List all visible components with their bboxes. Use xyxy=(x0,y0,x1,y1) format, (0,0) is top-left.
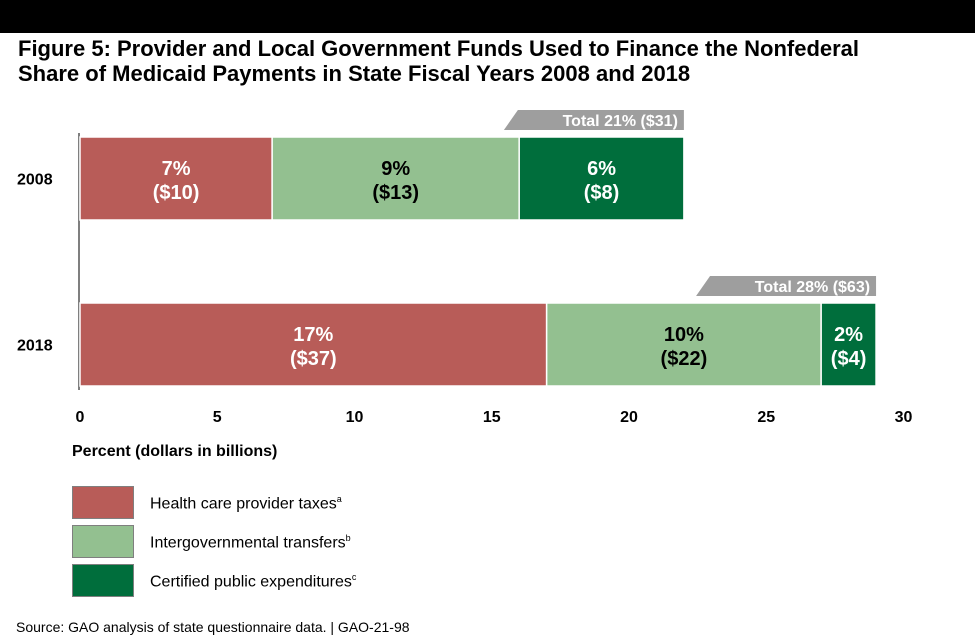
figure-title: Figure 5: Provider and Local Government … xyxy=(18,36,958,86)
legend-label-provider-taxes: Health care provider taxesa xyxy=(150,494,342,513)
data-label-pct-2018-s1: 10% xyxy=(664,324,704,346)
bar-segment-2008-s2 xyxy=(518,136,685,221)
bar-segment-2018-s1 xyxy=(545,302,822,387)
top-black-band xyxy=(0,0,975,33)
x-tick-label-0: 0 xyxy=(76,409,85,426)
data-label-pct-2008-s0: 7% xyxy=(162,158,191,180)
data-label-pct-2008-s1: 9% xyxy=(381,158,410,180)
data-label-dollars-2018-s2: ($4) xyxy=(831,348,867,370)
x-tick-label-10: 10 xyxy=(346,409,364,426)
x-axis-title: Percent (dollars in billions) xyxy=(72,443,277,460)
data-label-dollars-2008-s2: ($8) xyxy=(584,182,620,204)
bar-segment-2008-s0 xyxy=(79,136,273,221)
legend-label-certified-public-expenditures: Certified public expendituresc xyxy=(150,572,357,591)
bar-segment-2018-s2 xyxy=(820,302,877,387)
total-tag-2018 xyxy=(696,276,877,296)
data-label-dollars-2018-s1: ($22) xyxy=(661,348,708,370)
x-tick-label-5: 5 xyxy=(213,409,222,426)
total-label-2008: Total 21% ($31) xyxy=(563,113,678,130)
y-tick-label-2008: 2008 xyxy=(17,172,53,189)
data-label-dollars-2008-s0: ($10) xyxy=(153,182,200,204)
source-note: Source: GAO analysis of state questionna… xyxy=(16,619,410,635)
legend-swatch-provider-taxes xyxy=(72,486,134,519)
x-tick-label-25: 25 xyxy=(757,409,775,426)
bar-segment-2008-s1 xyxy=(271,136,520,221)
data-label-dollars-2018-s0: ($37) xyxy=(290,348,337,370)
total-label-2018: Total 28% ($63) xyxy=(755,279,870,296)
data-label-dollars-2008-s1: ($13) xyxy=(372,182,419,204)
figure-title-line-2: Share of Medicaid Payments in State Fisc… xyxy=(18,61,691,86)
bar-segment-2018-s0 xyxy=(79,302,548,387)
x-tick-label-20: 20 xyxy=(620,409,638,426)
total-tag-2008 xyxy=(503,110,684,130)
x-tick-label-15: 15 xyxy=(483,409,501,426)
stacked-bar-chart: 2008 7%($10) 9%($13) 6%($8) Total 21% ($31) 2… xyxy=(17,110,913,460)
legend-label-intergovernmental-transfers: Intergovernmental transfersb xyxy=(150,533,351,552)
x-tick-label-30: 30 xyxy=(895,409,913,426)
legend-swatch-certified-public-expenditures xyxy=(72,564,134,597)
data-label-pct-2018-s0: 17% xyxy=(293,324,333,346)
data-label-pct-2008-s2: 6% xyxy=(587,158,616,180)
figure-title-line-1: Figure 5: Provider and Local Government … xyxy=(18,36,860,61)
y-tick-label-2018: 2018 xyxy=(17,338,53,355)
data-label-pct-2018-s2: 2% xyxy=(834,324,863,346)
legend-swatch-intergovernmental-transfers xyxy=(72,525,134,558)
